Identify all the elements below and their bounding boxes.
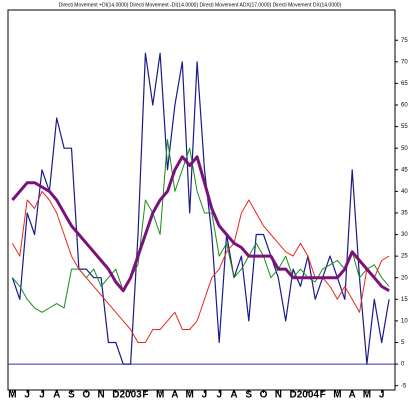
x-tick-label: M (363, 390, 371, 400)
y-tick-label: 15 (401, 297, 408, 303)
x-tick-label: F (142, 390, 148, 400)
y-tick-label: 65 (401, 81, 408, 87)
x-tick-label: 2003 (119, 390, 142, 400)
y-tick-label: 0 (401, 362, 405, 368)
y-tick-label: 50 (401, 146, 408, 152)
y-tick-label: 20 (401, 275, 408, 281)
x-tick-label: S (245, 390, 252, 400)
x-tick-label: J (24, 390, 30, 400)
y-tick-label: 40 (401, 189, 408, 195)
y-tick-label: 60 (401, 103, 408, 109)
x-tick-label: A (349, 390, 356, 400)
x-tick-label: M (156, 390, 164, 400)
series-line (11, 190, 390, 343)
x-tick-label: M (186, 390, 194, 400)
y-tick-label: 5 (401, 340, 405, 346)
x-tick-label: A (230, 390, 237, 400)
plot-frame (7, 9, 396, 391)
y-tick-label: 30 (401, 232, 408, 238)
x-tick-label: N (275, 390, 282, 400)
y-tick-label: 55 (401, 124, 408, 130)
x-tick-label: D (112, 390, 119, 400)
x-tick-label: J (379, 390, 385, 400)
x-tick-label: J (202, 390, 208, 400)
x-tick-label: O (260, 390, 268, 400)
x-tick-label: 2004 (297, 390, 320, 400)
x-tick-label: M (333, 390, 341, 400)
y-tick-label: 35 (401, 211, 408, 217)
series-line (11, 52, 390, 365)
x-tick-label: S (68, 390, 75, 400)
series-line (11, 155, 390, 293)
x-tick-label: D (289, 390, 296, 400)
y-tick-label: 75 (401, 38, 408, 44)
y-tick-label: 25 (401, 254, 408, 260)
x-tick-label: M (8, 390, 16, 400)
y-tick-label: 70 (401, 59, 408, 65)
y-tick-label: 45 (401, 167, 408, 173)
series-line (12, 139, 390, 313)
chart-title: Directi Movement +DI(14.0000) Directi Mo… (59, 2, 342, 8)
x-tick-label: J (39, 390, 45, 400)
x-tick-label: A (53, 390, 60, 400)
x-tick-label: A (171, 390, 178, 400)
x-tick-label: O (82, 390, 90, 400)
y-tick-label: -5 (401, 383, 407, 389)
y-tick-label: 10 (401, 318, 408, 324)
x-tick-label: N (97, 390, 104, 400)
x-tick-label: J (216, 390, 222, 400)
x-tick-label: F (320, 390, 326, 400)
